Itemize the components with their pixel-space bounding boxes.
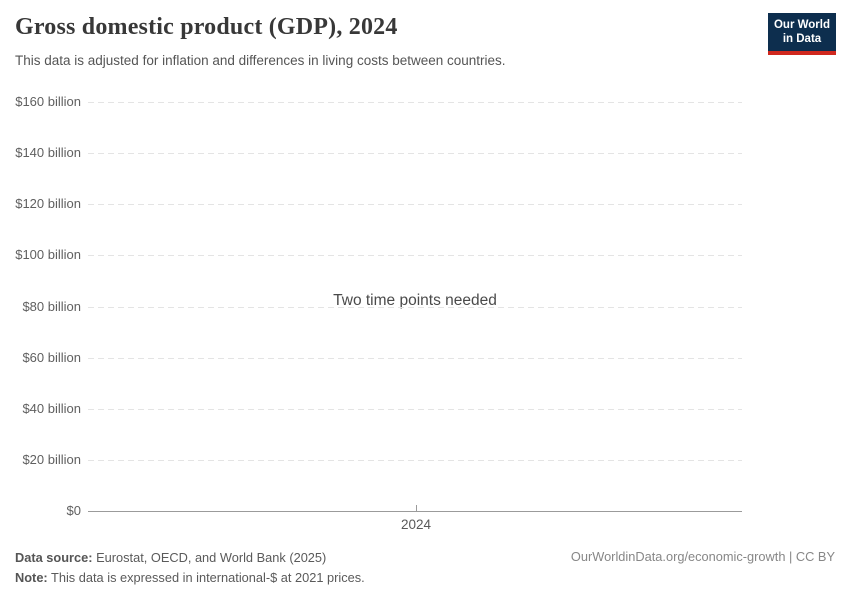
y-gridline [88, 358, 742, 359]
y-axis-tick-label: $140 billion [15, 145, 81, 160]
data-source-line: Data source: Eurostat, OECD, and World B… [15, 548, 365, 568]
y-axis-tick-label: $20 billion [22, 452, 81, 467]
chart-subtitle: This data is adjusted for inflation and … [15, 53, 506, 68]
no-data-message: Two time points needed [333, 292, 497, 309]
y-axis-tick-label: $40 billion [22, 401, 81, 416]
x-axis-tick-label: 2024 [400, 517, 432, 532]
chart-title: Gross domestic product (GDP), 2024 [15, 14, 398, 40]
note-line: Note: This data is expressed in internat… [15, 568, 365, 588]
note-label: Note: [15, 570, 48, 585]
x-axis-tick-mark [416, 505, 417, 511]
y-gridline [88, 409, 742, 410]
y-gridline [88, 307, 742, 308]
y-gridline [88, 102, 742, 103]
data-source-label: Data source: [15, 550, 93, 565]
data-source-text: Eurostat, OECD, and World Bank (2025) [96, 550, 327, 565]
y-gridline [88, 204, 742, 205]
owid-link[interactable]: OurWorldinData.org/economic-growth | CC … [570, 549, 835, 564]
note-text: This data is expressed in international-… [51, 570, 365, 585]
y-gridline [88, 153, 742, 154]
y-axis-tick-label: $60 billion [22, 350, 81, 365]
y-axis-tick-label: $100 billion [15, 247, 81, 262]
owid-logo-line1: Our World [773, 19, 830, 31]
y-gridline [88, 255, 742, 256]
owid-logo[interactable]: Our World in Data [768, 13, 836, 55]
y-axis-tick-label: $160 billion [15, 94, 81, 109]
x-axis-line [88, 511, 742, 512]
y-axis-tick-label: $80 billion [22, 299, 81, 314]
y-gridline [88, 460, 742, 461]
y-axis-tick-label: $0 [66, 503, 81, 518]
owid-logo-line2: in Data [782, 33, 822, 46]
chart-footer: Data source: Eurostat, OECD, and World B… [15, 548, 365, 588]
y-axis-tick-label: $120 billion [15, 196, 81, 211]
